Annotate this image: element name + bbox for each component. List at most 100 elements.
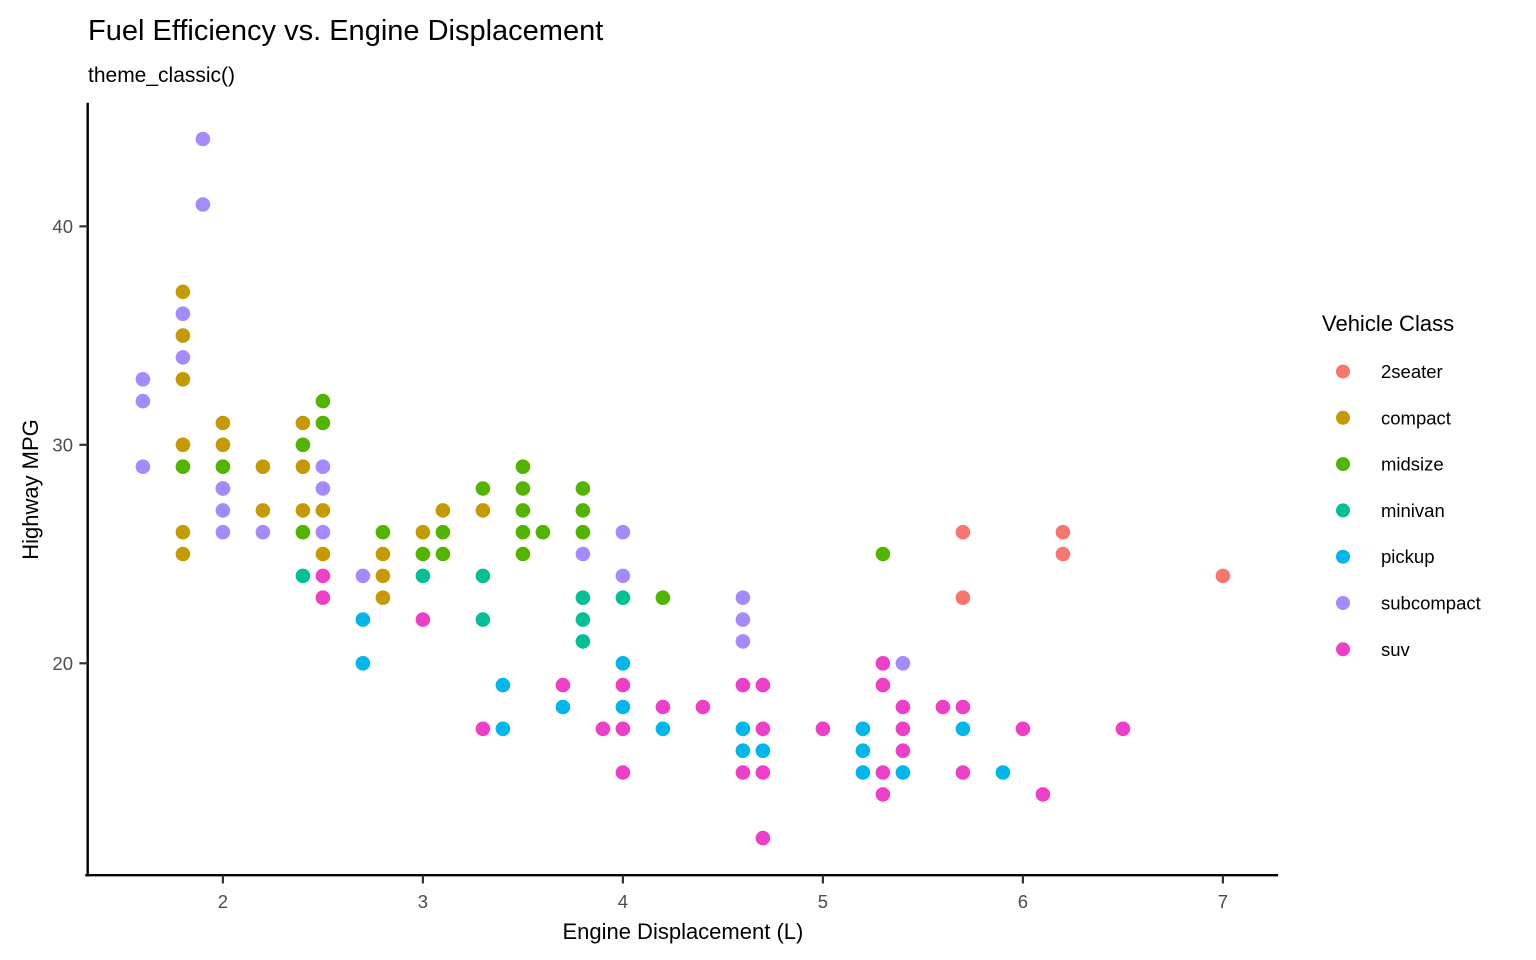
data-point [875,546,891,562]
data-point [615,699,631,715]
data-point [415,524,431,540]
data-point [255,459,271,475]
data-point [315,481,331,496]
data-point [615,568,631,584]
data-point [355,656,371,671]
data-point [575,590,591,605]
legend-key-dot-compact [1336,410,1350,425]
data-point [615,721,631,737]
data-point [175,459,191,475]
data-points-layer [135,131,1231,846]
data-point [175,437,191,453]
data-point [215,524,231,540]
data-point [215,481,231,496]
data-point [255,524,271,540]
data-point [315,415,331,431]
data-point [555,677,571,693]
data-point [655,721,671,737]
data-point [855,743,871,758]
data-point [895,656,911,671]
data-point [475,481,491,496]
data-point [575,481,591,496]
data-point [435,503,451,518]
data-point [535,524,551,540]
data-point [655,699,671,715]
data-point [735,612,751,627]
plot-title: Fuel Efficiency vs. Engine Displacement [88,15,603,47]
data-point [215,459,231,475]
x-axis-title: Engine Displacement (L) [562,919,803,944]
data-point [935,699,951,715]
data-point [955,590,971,605]
data-point [875,787,891,802]
data-point [475,612,491,627]
data-point [315,546,331,562]
data-point [495,677,511,693]
legend-key-dot-pickup [1336,549,1350,564]
data-point [135,459,151,475]
series-subcompact [135,131,911,671]
legend-label-subcompact: subcompact [1381,593,1481,614]
data-point [615,656,631,671]
legend-label-suv: suv [1381,639,1411,660]
x-tick-label: 2 [218,891,228,912]
data-point [355,612,371,627]
data-point [995,765,1011,780]
data-point [175,524,191,540]
legend-key-dot-2seater [1336,364,1350,379]
data-point [295,415,311,431]
data-point [895,721,911,737]
data-point [175,284,191,300]
data-point [735,590,751,605]
data-point [615,765,631,780]
data-point [375,590,391,605]
legend-key-dot-suv [1336,642,1350,657]
data-point [755,743,771,758]
legend-label-minivan: minivan [1381,500,1445,521]
data-point [1015,721,1031,737]
x-tick-label: 5 [818,891,828,912]
data-point [1035,787,1051,802]
data-point [375,568,391,584]
data-point [435,524,451,540]
data-point [415,546,431,562]
data-point [215,437,231,453]
data-point [735,743,751,758]
data-point [475,721,491,737]
data-point [575,524,591,540]
data-point [555,699,571,715]
data-point [895,743,911,758]
data-point [895,699,911,715]
data-point [195,131,211,147]
data-point [655,590,671,605]
x-tick-label: 3 [418,891,428,912]
data-point [475,568,491,584]
data-point [755,830,771,846]
data-point [855,721,871,737]
data-point [735,634,751,649]
legend-entries: 2seater compact midsize minivan pickup subcom… [1336,361,1481,660]
data-point [315,393,331,409]
legend-title: Vehicle Class [1322,311,1454,336]
x-tick-label: 6 [1018,891,1028,912]
data-point [815,721,831,737]
data-point [515,524,531,540]
data-point [575,546,591,562]
data-point [315,459,331,475]
plot-subtitle: theme_classic() [88,64,235,87]
data-point [955,524,971,540]
data-point [175,328,191,343]
data-point [375,546,391,562]
x-axis-ticks: 2 3 4 5 6 7 [218,875,1228,912]
data-point [1215,568,1231,584]
data-point [575,612,591,627]
legend-label-pickup: pickup [1381,546,1434,567]
legend-label-2seater: 2seater [1381,361,1443,382]
data-point [575,634,591,649]
data-point [475,503,491,518]
data-point [615,590,631,605]
legend-key-dot-midsize [1336,457,1350,472]
data-point [755,765,771,780]
